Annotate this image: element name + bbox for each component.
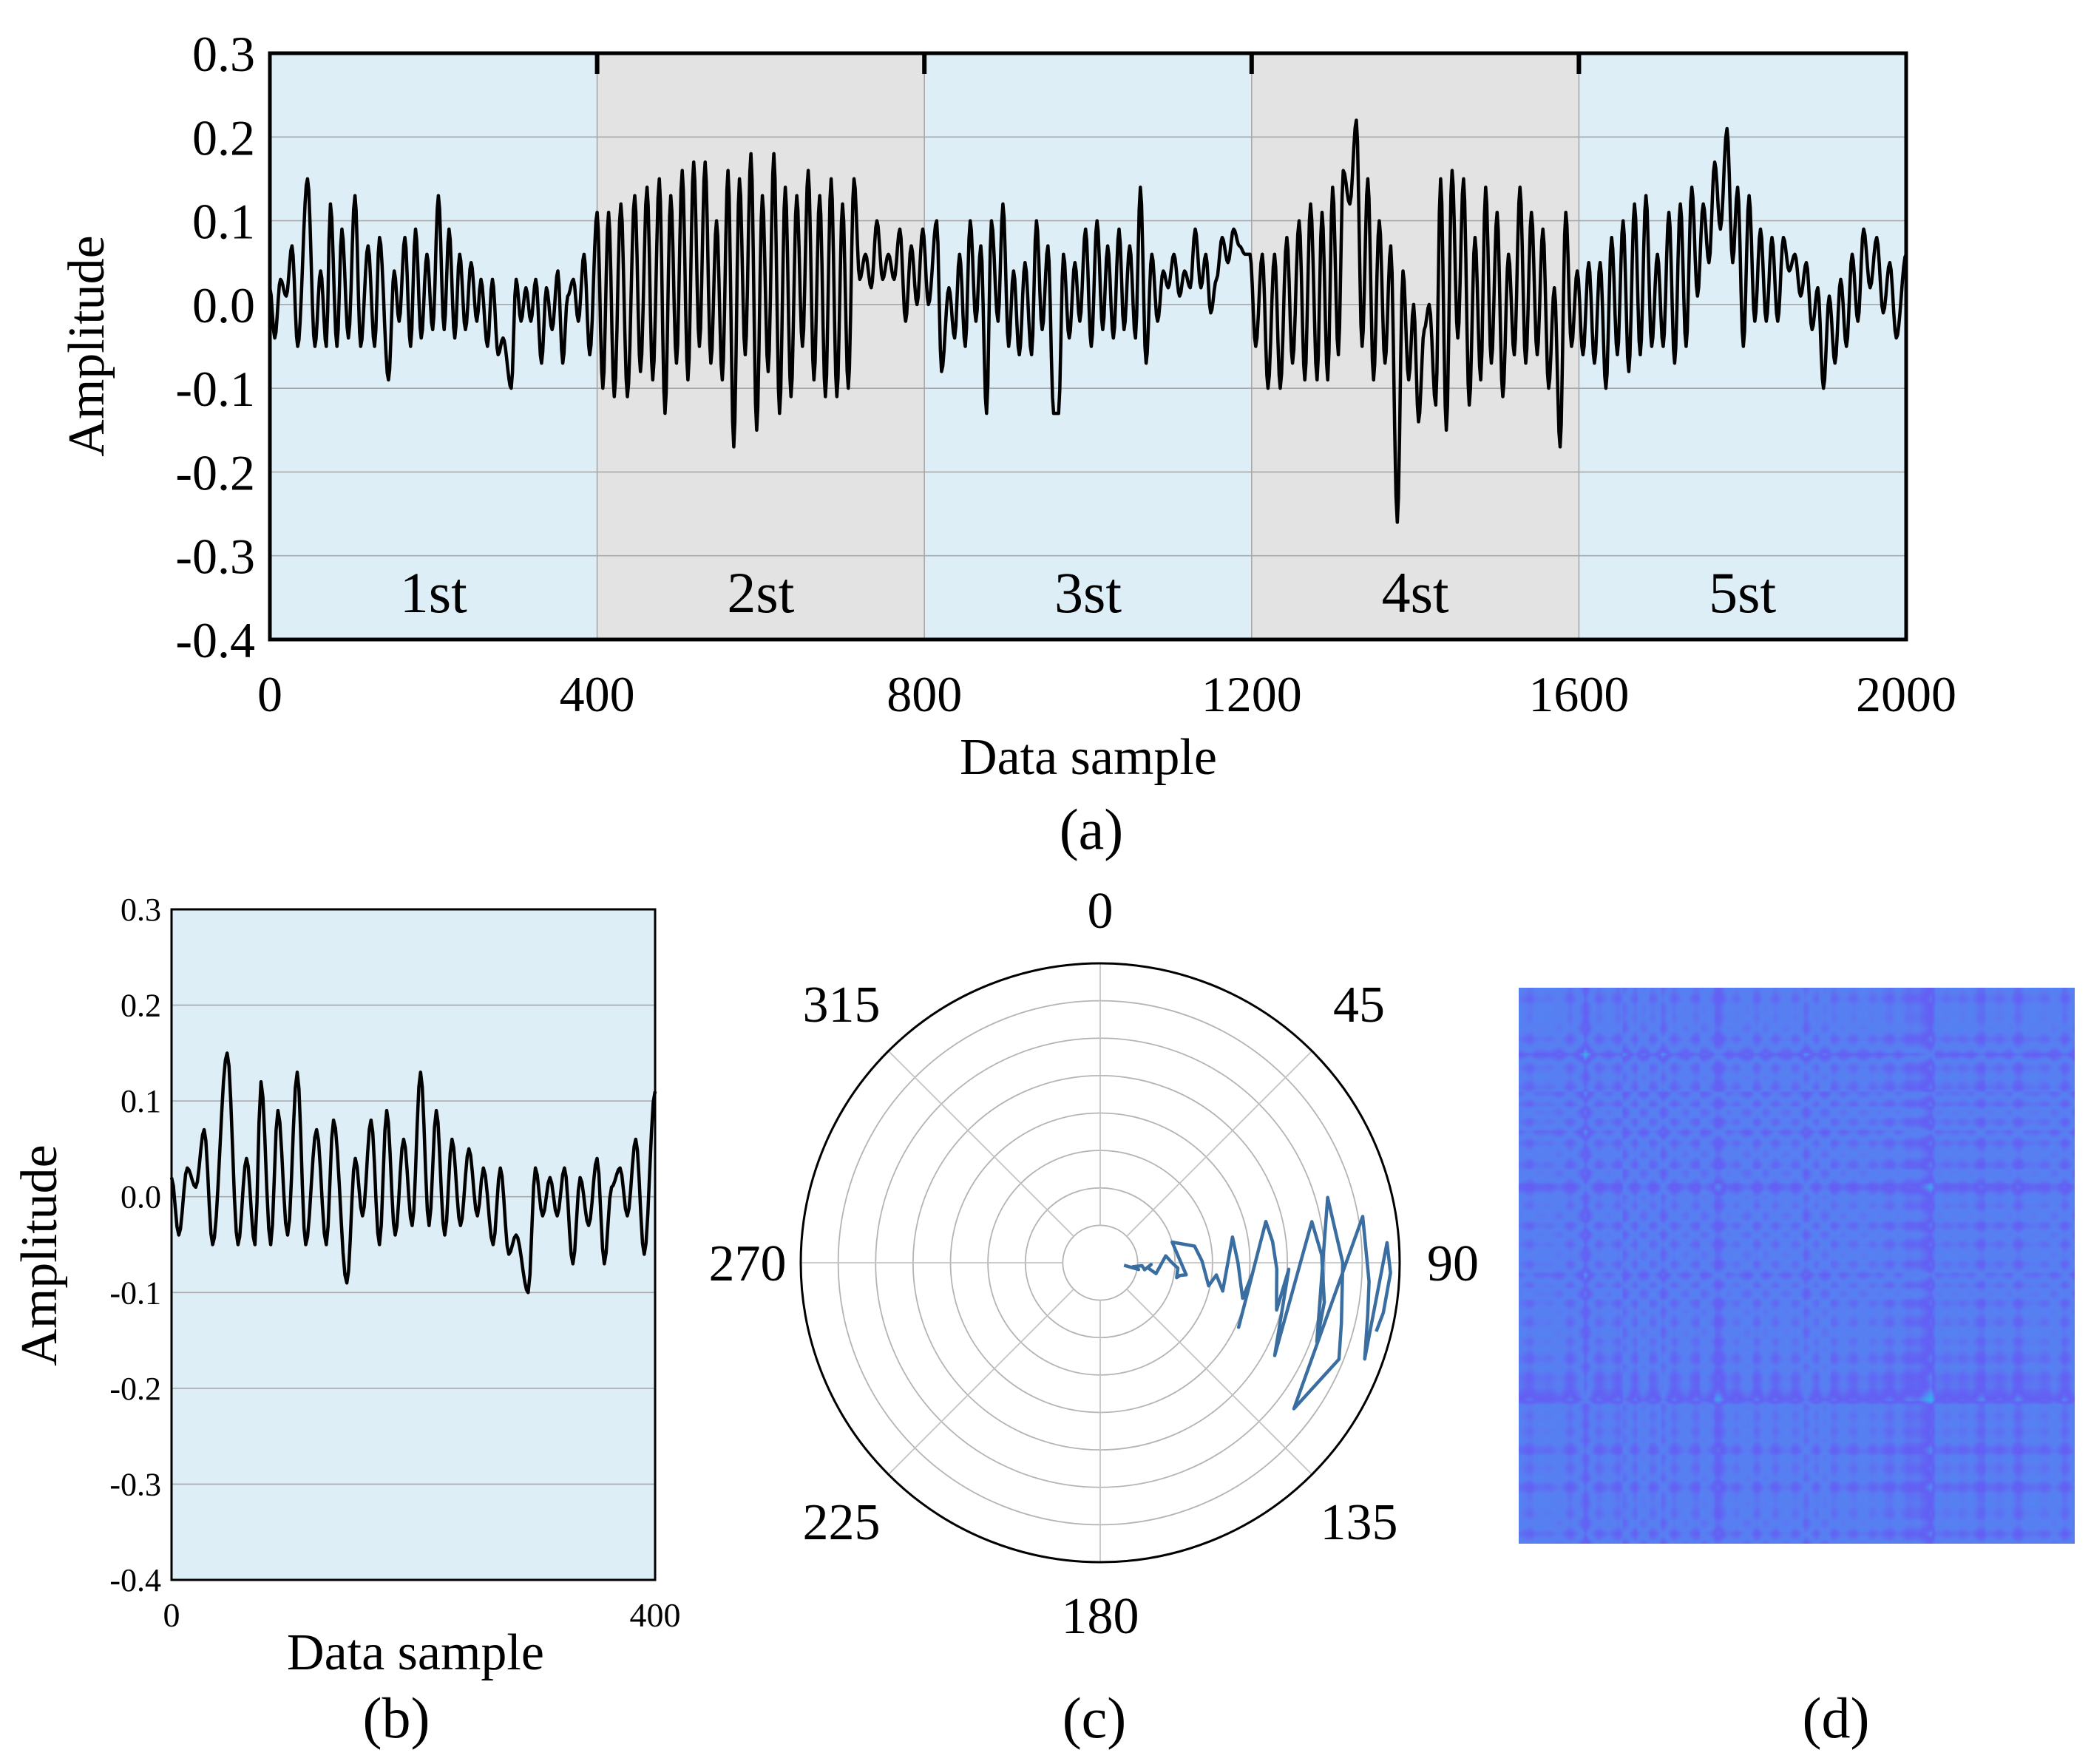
a-x-tick-label: 1600	[1528, 666, 1629, 722]
d-caption: (d)	[1803, 1686, 1870, 1750]
c-polar-spoke	[887, 1050, 1074, 1237]
c-polar-spoke	[887, 1289, 1074, 1476]
b-y-tick-labels: 0.3 0.2 0.1 0.0 -0.1 -0.2 -0.3 -0.4	[109, 892, 161, 1598]
c-polar-line	[1123, 1195, 1392, 1411]
a-y-tick-label: 0.2	[192, 109, 255, 166]
b-y-tick-label: -0.4	[109, 1562, 161, 1598]
b-x-tick-label: 0	[163, 1596, 180, 1634]
b-y-tick-label: 0.1	[121, 1083, 161, 1119]
d-heatmap	[1519, 988, 2075, 1544]
a-y-tick-label: 0.3	[192, 26, 255, 82]
c-angle-label: 135	[1321, 1494, 1398, 1551]
b-y-tick-label: -0.1	[109, 1275, 161, 1311]
c-polar-spoke	[1126, 1050, 1313, 1237]
b-y-tick-label: 0.2	[121, 988, 161, 1024]
a-segment-bands	[270, 53, 1906, 640]
b-x-axis-label: Data sample	[287, 1624, 544, 1681]
a-y-tick-label: 0.0	[192, 277, 255, 333]
c-angle-label: 225	[802, 1494, 880, 1551]
c-angle-label: 315	[802, 977, 880, 1034]
panel-a: 1st 2st 3st 4st 5st 0.3 0.2 0.1 0.0 -0.1 -0.2 -0.3…	[58, 26, 1956, 861]
c-angle-label: 0	[1088, 883, 1114, 940]
a-x-tick-label: 400	[560, 666, 635, 722]
b-y-axis-label: Amplitude	[11, 1144, 68, 1366]
a-x-tick-labels: 0 400 800 1200 1600 2000	[257, 666, 1956, 722]
c-polar-ring	[1062, 1224, 1139, 1301]
a-segment-label: 5st	[1709, 560, 1776, 625]
a-x-tick-label: 0	[257, 666, 282, 722]
a-segment-label: 3st	[1054, 560, 1122, 625]
a-y-tick-label: -0.4	[175, 612, 255, 668]
panel-b: 0.3 0.2 0.1 0.0 -0.1 -0.2 -0.3 -0.4 0 400 Data s…	[11, 892, 681, 1750]
b-y-tick-label: -0.2	[109, 1371, 161, 1407]
b-background	[172, 909, 655, 1580]
d-heatmap-image	[1519, 988, 2075, 1544]
b-caption: (b)	[363, 1686, 430, 1750]
a-x-tick-label: 2000	[1856, 666, 1956, 722]
a-y-tick-label: 0.1	[192, 194, 255, 250]
c-angle-label: 180	[1062, 1588, 1139, 1645]
panel-d: (d)	[1519, 988, 2075, 1750]
b-plot-frame	[170, 908, 657, 1581]
b-x-tick-label: 400	[630, 1596, 681, 1634]
a-y-tick-label: -0.2	[175, 444, 255, 501]
b-y-tick-label: 0.0	[121, 1179, 161, 1215]
a-segment-label: 4st	[1382, 560, 1449, 625]
c-caption: (c)	[1063, 1686, 1127, 1750]
c-polar-spokes	[801, 963, 1400, 1562]
b-signal-line	[169, 1051, 657, 1295]
a-segment-label: 1st	[400, 560, 467, 625]
a-segment-band	[597, 53, 925, 640]
panel-c: 0 45 90 135 180 225 270 315 (c)	[709, 883, 1480, 1750]
a-y-tick-labels: 0.3 0.2 0.1 0.0 -0.1 -0.2 -0.3 -0.4	[175, 26, 255, 668]
a-signal-line	[268, 118, 1908, 524]
a-y-tick-label: -0.1	[175, 361, 255, 417]
c-polar-spoke	[1126, 1289, 1313, 1476]
a-segment-band	[270, 53, 597, 640]
c-angle-labels: 0 45 90 135 180 225 270 315	[709, 883, 1480, 1645]
c-angle-label: 270	[709, 1235, 787, 1292]
b-y-tick-label: 0.3	[121, 892, 161, 928]
a-segment-labels: 1st 2st 3st 4st 5st	[400, 560, 1777, 625]
b-y-tick-label: -0.3	[109, 1466, 161, 1502]
a-segment-band	[924, 53, 1252, 640]
a-segment-label: 2st	[727, 560, 794, 625]
a-x-axis-label: Data sample	[960, 729, 1217, 786]
a-caption: (a)	[1060, 797, 1124, 861]
a-x-tick-label: 1200	[1202, 666, 1302, 722]
b-x-tick-labels: 0 400	[163, 1596, 681, 1634]
a-top-ticks	[594, 53, 1582, 74]
a-y-tick-label: -0.3	[175, 529, 255, 585]
c-angle-label: 45	[1333, 977, 1385, 1034]
c-outer-circle	[799, 962, 1401, 1564]
a-x-tick-label: 800	[887, 666, 962, 722]
a-plot-frame	[268, 51, 1908, 642]
c-angle-label: 90	[1427, 1235, 1479, 1292]
a-y-axis-label: Amplitude	[58, 235, 115, 456]
